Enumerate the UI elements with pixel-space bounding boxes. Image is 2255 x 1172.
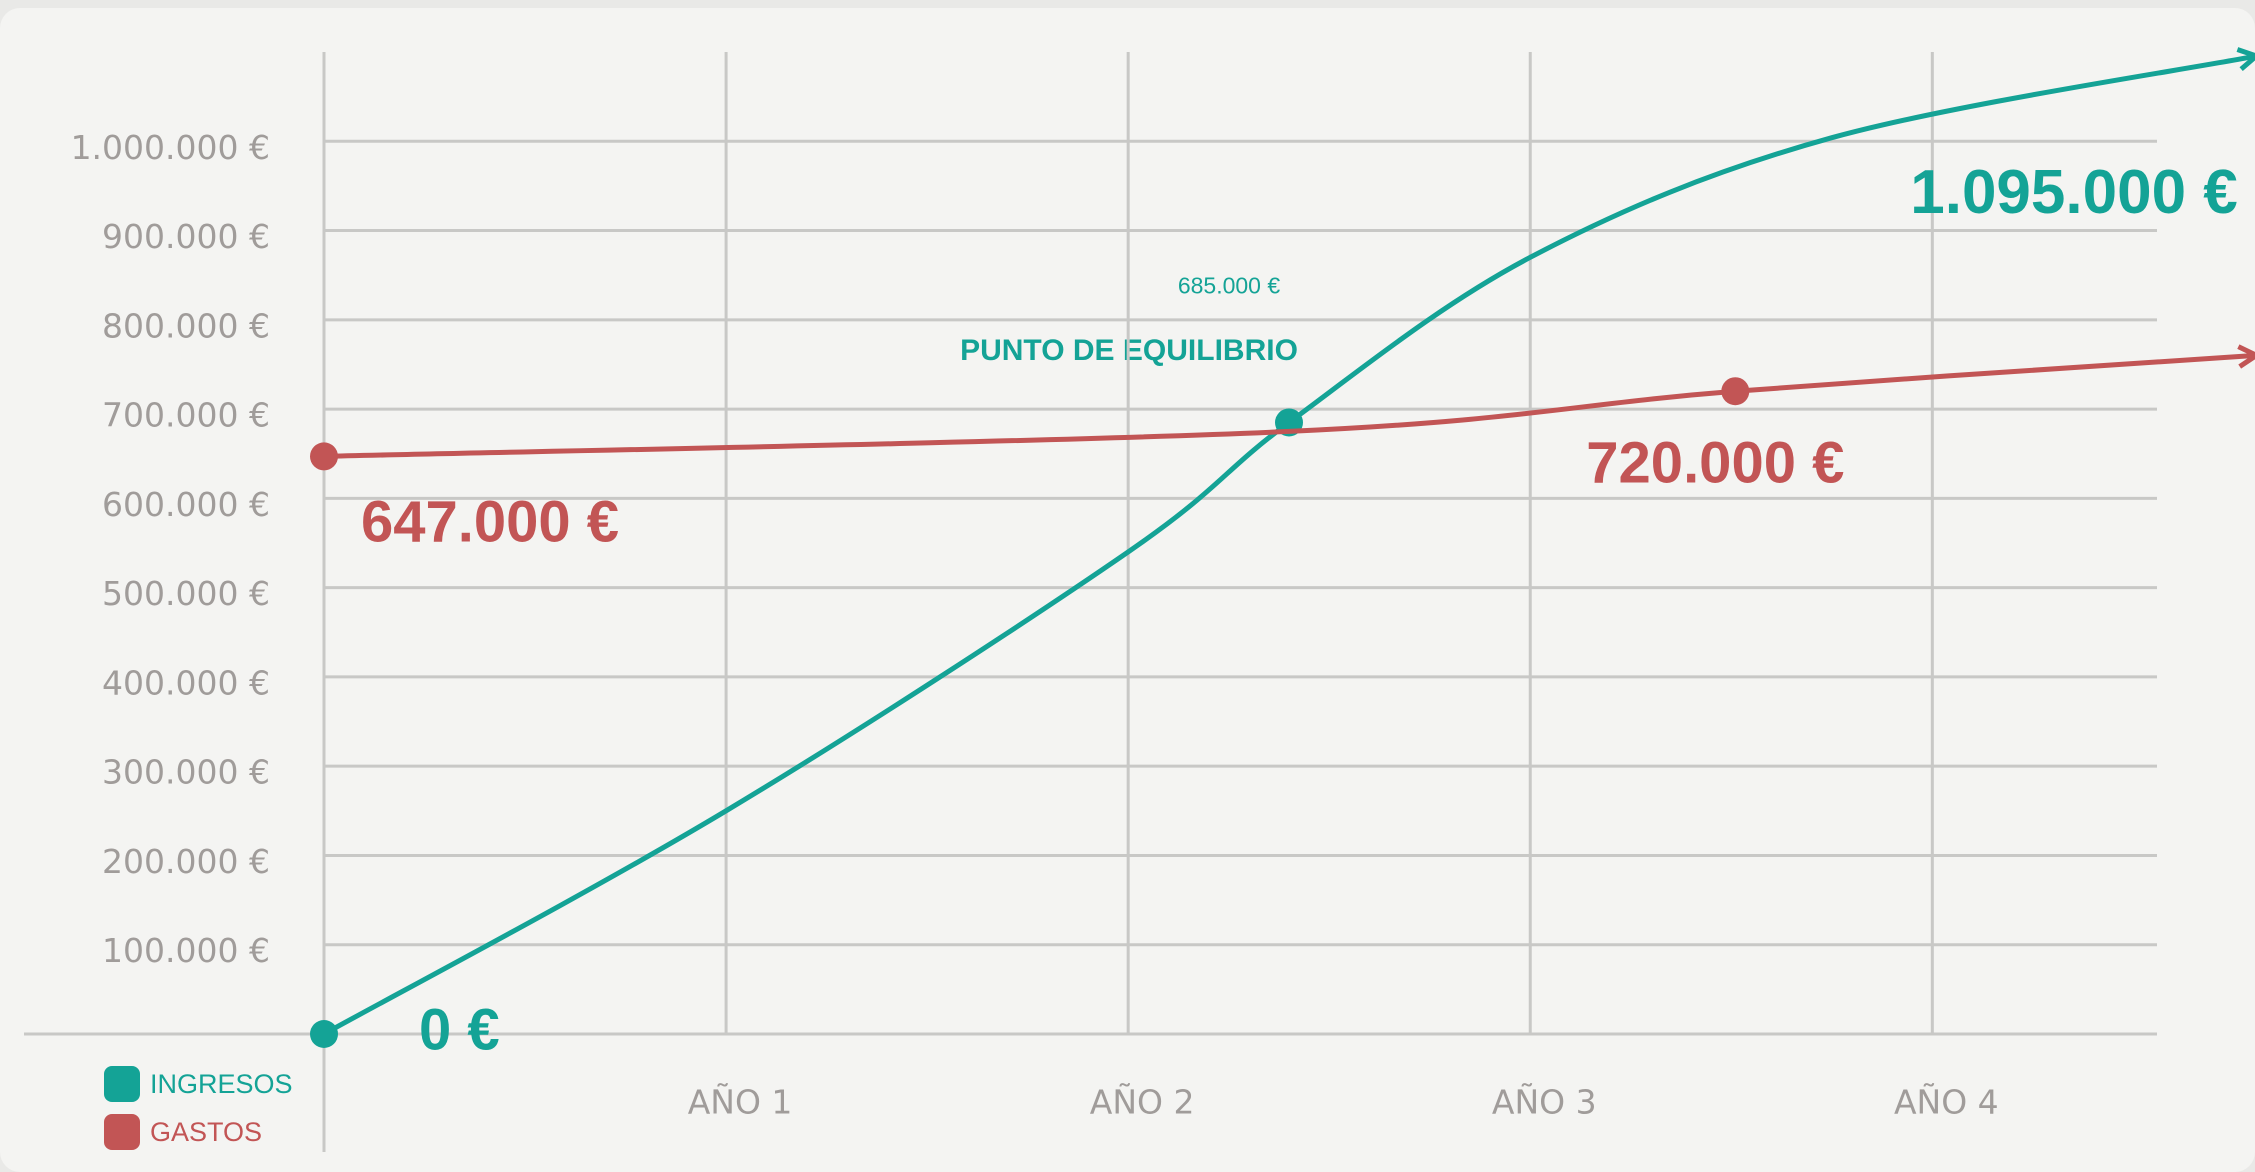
legend-label: GASTOS [150,1117,262,1147]
x-tick-label: AÑO 1 [688,1083,793,1122]
y-tick-label: 300.000 € [102,753,270,792]
series-line [323,344,2255,459]
data-point [1721,377,1750,406]
data-label: 647.000 € [361,490,619,555]
y-tick-label: 600.000 € [102,485,270,524]
x-tick-label: AÑO 3 [1492,1083,1597,1122]
y-tick-label: 100.000 € [102,931,270,970]
legend-label: INGRESOS [150,1069,293,1099]
data-label: 720.000 € [1586,431,1844,496]
data-label: 1.095.000 € [1910,158,2238,227]
data-point [310,1020,338,1048]
data-point [310,442,338,471]
y-tick-label: 1.000.000 € [71,128,270,167]
legend-swatch [104,1114,140,1150]
data-label: 685.000 € [1178,273,1281,299]
x-tick-label: AÑO 4 [1894,1083,1999,1122]
y-tick-label: 500.000 € [102,574,270,613]
data-label: 0 € [419,997,500,1062]
x-tick-label: AÑO 2 [1090,1083,1195,1122]
y-tick-label: 400.000 € [102,663,270,702]
y-tick-label: 200.000 € [102,842,270,881]
legend-swatch [104,1066,140,1102]
y-tick-label: 900.000 € [102,217,270,256]
y-tick-label: 700.000 € [102,396,270,435]
y-tick-label: 800.000 € [102,306,270,345]
